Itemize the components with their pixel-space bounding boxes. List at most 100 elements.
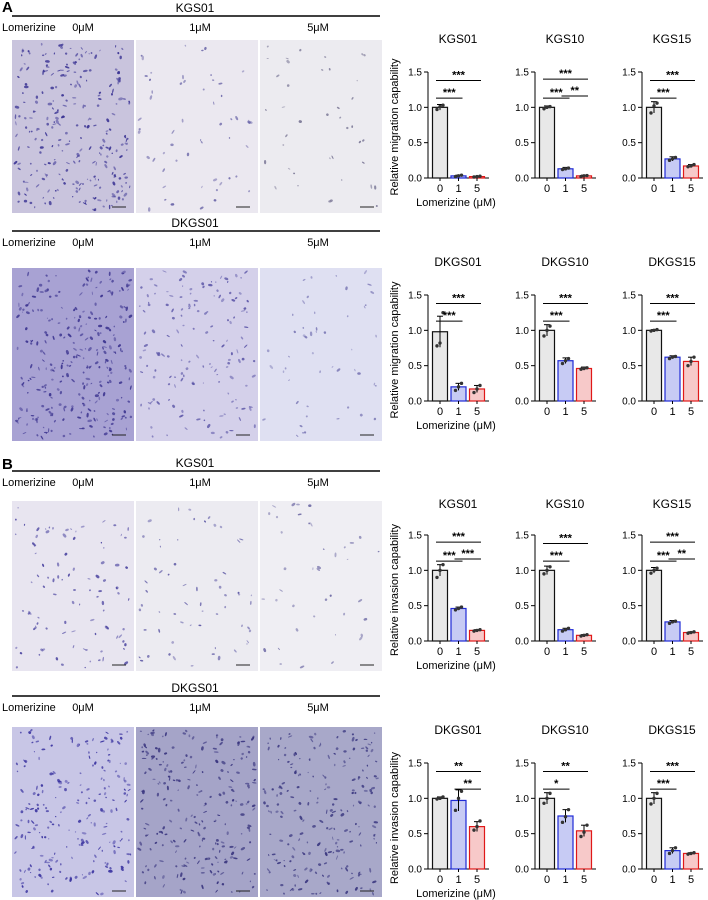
- data-point: [438, 796, 442, 801]
- cell-mark: [309, 868, 312, 873]
- cell-mark: [42, 359, 45, 362]
- cell-mark: [144, 745, 148, 749]
- cell-mark: [122, 628, 125, 631]
- cell-mark: [51, 107, 54, 110]
- cell-mark: [351, 733, 354, 736]
- cell-mark: [142, 349, 147, 352]
- cell-mark: [175, 850, 177, 854]
- cell-mark: [99, 146, 103, 150]
- cell-mark: [115, 586, 118, 590]
- cell-mark: [229, 320, 232, 325]
- cell-mark: [71, 739, 73, 744]
- treatment-label: Lomerizine: [2, 237, 56, 249]
- cell-mark: [129, 415, 133, 419]
- cell-mark: [86, 366, 89, 369]
- cell-mark: [115, 103, 118, 105]
- significance-label: ***: [452, 531, 466, 543]
- cell-mark: [204, 802, 207, 805]
- cell-mark: [23, 869, 26, 874]
- cell-mark: [370, 791, 373, 795]
- data-point: [459, 381, 464, 386]
- cell-mark: [64, 66, 70, 69]
- y-tick-label: 0.0: [408, 637, 422, 648]
- cell-mark: [73, 103, 77, 105]
- cell-mark: [184, 602, 188, 606]
- significance-label: **: [454, 760, 463, 772]
- cell-mark: [57, 144, 60, 147]
- cell-mark: [85, 377, 91, 381]
- cell-mark: [43, 384, 47, 387]
- cell-mark: [37, 308, 40, 312]
- data-point: [548, 791, 552, 796]
- cell-mark: [43, 431, 48, 434]
- cell-mark: [230, 891, 233, 893]
- significance-label: ***: [443, 310, 457, 322]
- cell-mark: [324, 788, 327, 791]
- cell-mark: [245, 144, 249, 149]
- cell-mark: [123, 788, 126, 791]
- cell-mark: [311, 352, 314, 355]
- cell-mark: [343, 760, 346, 764]
- cell-mark: [198, 823, 201, 826]
- cell-mark: [230, 804, 233, 807]
- cell-mark: [179, 888, 182, 891]
- data-point: [472, 175, 476, 179]
- cell-mark: [31, 741, 34, 744]
- cell-mark: [49, 867, 53, 871]
- cell-mark: [44, 836, 47, 839]
- cell-mark: [119, 155, 123, 159]
- cell-mark: [218, 381, 221, 383]
- cell-mark: [112, 181, 116, 186]
- cell-mark: [68, 140, 71, 142]
- cell-mark: [21, 292, 24, 297]
- cell-mark: [230, 352, 233, 356]
- cell-mark: [145, 834, 148, 837]
- cell-mark: [351, 97, 354, 100]
- x-tick-label: 5: [474, 646, 480, 658]
- cell-mark: [90, 52, 93, 54]
- cell-mark: [124, 762, 128, 765]
- cell-mark: [240, 310, 246, 312]
- cell-mark: [162, 827, 164, 830]
- cell-mark: [267, 810, 270, 813]
- cell-mark: [147, 868, 150, 872]
- cell-mark: [98, 186, 102, 189]
- cell-mark: [47, 279, 51, 283]
- cell-mark: [59, 870, 62, 873]
- cell-mark: [211, 79, 215, 82]
- y-tick-label: 0.5: [622, 829, 636, 840]
- cell-mark: [14, 851, 17, 854]
- cell-mark: [199, 602, 202, 607]
- cell-mark: [234, 297, 238, 300]
- cell-mark: [36, 127, 38, 132]
- cell-mark: [302, 300, 305, 305]
- cell-mark: [127, 598, 130, 601]
- cell-mark: [243, 307, 247, 310]
- cell-mark: [108, 345, 112, 350]
- cell-mark: [314, 732, 317, 736]
- cell-mark: [246, 800, 250, 804]
- data-point: [459, 173, 464, 177]
- cell-mark: [107, 759, 110, 762]
- cell-mark: [152, 778, 156, 780]
- cell-mark: [147, 402, 152, 405]
- cell-mark: [33, 827, 36, 831]
- cell-mark: [120, 143, 124, 146]
- cell-mark: [21, 383, 25, 388]
- cell-mark: [18, 115, 21, 118]
- data-point: [435, 107, 439, 112]
- cell-mark: [219, 415, 224, 417]
- cell-mark: [72, 196, 74, 198]
- cell-mark: [62, 104, 67, 107]
- significance-label: ***: [657, 550, 671, 562]
- micrograph-background: [12, 40, 134, 213]
- cell-mark: [78, 327, 81, 332]
- cell-mark: [280, 531, 283, 534]
- cell-mark: [181, 285, 184, 287]
- cell-mark: [217, 814, 221, 817]
- cell-mark: [14, 105, 20, 109]
- cell-mark: [88, 69, 92, 72]
- cell-mark: [333, 763, 336, 767]
- cell-mark: [158, 763, 162, 766]
- cell-mark: [27, 271, 30, 277]
